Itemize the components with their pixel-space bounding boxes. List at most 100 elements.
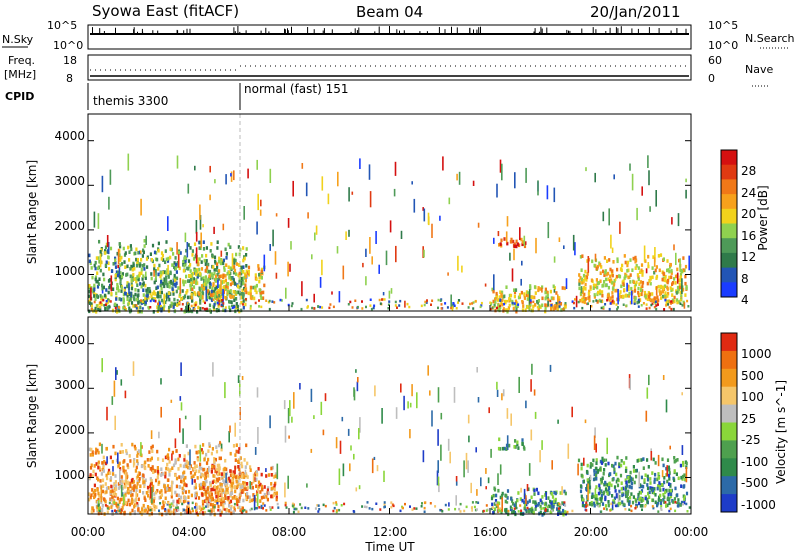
power-colorbar-swatch: [721, 223, 737, 239]
velocity-cell: [124, 501, 127, 505]
velocity-cell: [646, 458, 649, 462]
velocity-cell: [241, 464, 244, 469]
power-cell: [676, 301, 679, 304]
velocity-cell: [630, 476, 633, 485]
velocity-cell: [613, 470, 616, 475]
velocity-cell: [371, 458, 374, 474]
power-cell: [209, 249, 212, 253]
power-cell: [685, 286, 688, 291]
velocity-cell: [605, 482, 608, 487]
velocity-cell: [525, 495, 527, 505]
velocity-cell: [215, 445, 218, 449]
power-cell: [426, 299, 428, 302]
power-cell: [472, 307, 475, 310]
velocity-cell: [184, 415, 187, 420]
velocity-colorbar-swatch: [721, 476, 737, 495]
power-cell: [237, 290, 240, 295]
power-cell: [489, 301, 492, 304]
power-cell: [165, 271, 168, 275]
velocity-cell: [168, 447, 171, 452]
velocity-cell: [225, 508, 229, 512]
power-cell: [512, 239, 515, 244]
power-cell: [624, 274, 627, 279]
velocity-cell: [595, 500, 598, 505]
velocity-cell: [99, 479, 102, 483]
velocity-cell: [680, 500, 684, 505]
velocity-cell: [160, 467, 163, 471]
velocity-cell: [317, 510, 320, 513]
power-cell: [601, 293, 604, 298]
power-cell: [135, 297, 139, 302]
power-cell: [425, 301, 428, 304]
velocity-cell: [627, 476, 630, 480]
velocity-cell: [496, 501, 499, 504]
velocity-cell: [166, 503, 169, 506]
power-cell: [514, 304, 517, 308]
velocity-cell: [240, 483, 243, 487]
power-cell: [605, 272, 608, 277]
velocity-cell: [241, 376, 244, 380]
velocity-cell: [91, 450, 94, 454]
velocity-cell: [229, 507, 232, 511]
power-cell: [224, 247, 227, 252]
velocity-cell: [658, 495, 661, 500]
power-cell: [461, 302, 464, 305]
velocity-cell: [666, 458, 670, 462]
power-cell: [493, 303, 496, 307]
power-cell: [142, 288, 145, 292]
velocity-cell: [579, 489, 583, 494]
velocity-cell: [665, 399, 668, 413]
power-cell: [365, 276, 367, 286]
velocity-cell: [610, 508, 613, 511]
velocity-cell: [526, 500, 529, 505]
velocity-cell: [605, 508, 608, 511]
velocity-cell: [627, 479, 630, 484]
power-cell: [185, 256, 188, 261]
power-cell: [537, 306, 540, 311]
power-cell: [530, 308, 533, 313]
power-cell: [592, 286, 595, 290]
velocity-cell: [152, 484, 155, 489]
power-cell: [171, 287, 174, 292]
velocity-cell: [224, 458, 227, 463]
velocity-cell: [230, 511, 233, 516]
power-cell: [563, 245, 565, 249]
velocity-cell: [592, 458, 595, 463]
power-cell: [139, 282, 142, 286]
power-cell: [617, 289, 619, 305]
power-cell: [254, 301, 257, 305]
velocity-cell: [267, 491, 270, 495]
power-cell: [205, 259, 208, 263]
velocity-cell: [268, 506, 271, 509]
velocity-cell: [179, 418, 181, 433]
power-cell: [549, 289, 552, 294]
velocity-cell: [652, 490, 656, 495]
power-cell: [586, 272, 589, 276]
velocity-cell: [167, 501, 170, 505]
power-cell: [599, 279, 602, 284]
velocity-cell: [647, 465, 650, 469]
power-cell: [359, 158, 361, 169]
velocity-cell: [465, 452, 468, 470]
power-cell: [679, 302, 682, 305]
velocity-cell: [657, 476, 660, 480]
power-cell: [222, 285, 225, 290]
velocity-cell: [580, 473, 583, 478]
velocity-cell: [231, 472, 234, 477]
velocity-cell: [234, 453, 237, 457]
velocity-cell: [566, 510, 569, 514]
velocity-cbar-minus100: -100: [741, 455, 768, 469]
velocity-cell: [631, 500, 635, 505]
power-cell: [383, 298, 386, 301]
power-cell: [239, 280, 243, 285]
power-cell: [124, 251, 127, 255]
power-cell: [144, 297, 147, 301]
power-cell: [678, 258, 681, 263]
velocity-cell: [680, 484, 683, 488]
power-cell: [507, 306, 510, 310]
power-cell: [192, 285, 196, 289]
velocity-cell: [210, 487, 213, 492]
velocity-cell: [117, 482, 120, 486]
velocity-cell: [688, 506, 691, 509]
